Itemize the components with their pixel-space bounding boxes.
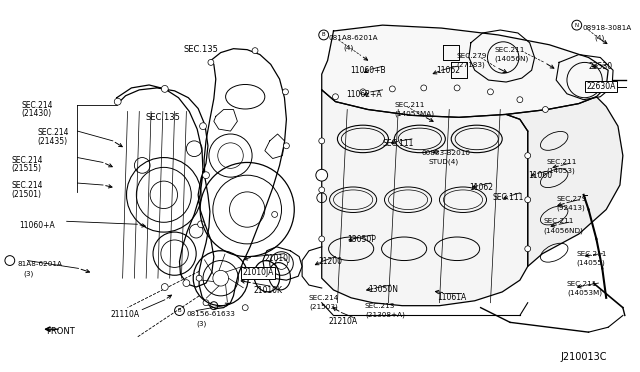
Text: 11060: 11060 — [528, 171, 552, 180]
Circle shape — [202, 172, 209, 179]
Text: SEC.211: SEC.211 — [577, 251, 607, 257]
Text: SEC.214: SEC.214 — [12, 181, 44, 190]
Text: 11060+B: 11060+B — [350, 66, 386, 76]
Text: (14053): (14053) — [547, 167, 575, 174]
Circle shape — [243, 305, 248, 311]
Circle shape — [183, 280, 190, 286]
Circle shape — [421, 85, 427, 91]
Circle shape — [272, 212, 278, 217]
Text: 21010J: 21010J — [265, 254, 291, 263]
Circle shape — [389, 86, 396, 92]
Text: 11062: 11062 — [469, 183, 493, 192]
Circle shape — [115, 98, 121, 105]
Text: SEC.279: SEC.279 — [556, 196, 586, 202]
Text: (27183): (27183) — [456, 61, 485, 68]
Text: SEC.214: SEC.214 — [12, 155, 44, 164]
Text: 21110A: 21110A — [111, 310, 140, 318]
Text: 13050P: 13050P — [348, 235, 376, 244]
Circle shape — [282, 89, 289, 95]
Text: 00833-B2010: 00833-B2010 — [422, 150, 471, 156]
Text: (21515): (21515) — [12, 164, 42, 173]
Text: FRONT: FRONT — [46, 327, 75, 336]
Text: SEC.214: SEC.214 — [37, 128, 68, 137]
Circle shape — [517, 97, 523, 103]
Circle shape — [319, 236, 324, 242]
Text: SEC.213: SEC.213 — [365, 303, 396, 309]
Text: (92413): (92413) — [556, 205, 585, 211]
Text: (21435): (21435) — [37, 137, 67, 146]
Polygon shape — [506, 97, 623, 266]
Text: SEC.211: SEC.211 — [547, 158, 577, 164]
Text: 13050N: 13050N — [368, 285, 398, 294]
Circle shape — [525, 197, 531, 203]
Circle shape — [198, 221, 205, 228]
Text: SEC.214: SEC.214 — [309, 295, 339, 301]
Text: (4): (4) — [343, 45, 353, 51]
Circle shape — [525, 246, 531, 252]
Text: 08156-61633: 08156-61633 — [186, 311, 236, 317]
Text: (14053MA): (14053MA) — [394, 110, 435, 117]
Circle shape — [284, 143, 289, 149]
Text: (21501): (21501) — [12, 190, 42, 199]
Text: (3): (3) — [24, 270, 34, 277]
Text: 11062: 11062 — [436, 66, 461, 76]
Text: B: B — [322, 32, 326, 38]
Text: B: B — [178, 308, 181, 313]
Polygon shape — [322, 25, 608, 117]
Circle shape — [360, 89, 366, 95]
Circle shape — [333, 94, 339, 100]
Text: SEC.211: SEC.211 — [494, 47, 525, 53]
Circle shape — [203, 300, 209, 306]
Text: SEC.111: SEC.111 — [383, 139, 414, 148]
Text: 11061A: 11061A — [438, 293, 467, 302]
Text: (14053M): (14053M) — [567, 290, 602, 296]
Text: 81A8-6201A: 81A8-6201A — [18, 260, 63, 267]
Text: SEC.211: SEC.211 — [394, 102, 425, 108]
Text: 11060+A: 11060+A — [20, 221, 56, 230]
Text: SEC.211: SEC.211 — [543, 218, 574, 224]
Circle shape — [543, 106, 548, 112]
Text: 22530: 22530 — [589, 62, 612, 71]
Circle shape — [252, 48, 258, 54]
Polygon shape — [322, 90, 528, 306]
Circle shape — [319, 138, 324, 144]
Text: 21010JA: 21010JA — [243, 268, 274, 278]
Circle shape — [319, 187, 324, 193]
Text: 21210A: 21210A — [328, 317, 358, 327]
Text: (14055): (14055) — [577, 260, 605, 266]
Circle shape — [161, 86, 168, 92]
Text: (3): (3) — [196, 320, 207, 327]
Circle shape — [488, 89, 493, 95]
Text: SEC.135: SEC.135 — [184, 45, 218, 54]
Text: 081A8-6201A: 081A8-6201A — [328, 35, 378, 41]
Text: (14056N): (14056N) — [494, 55, 529, 62]
Circle shape — [208, 60, 214, 65]
Text: SEC.135: SEC.135 — [145, 113, 180, 122]
Text: 11062+A: 11062+A — [346, 90, 382, 99]
Text: 21010K: 21010K — [253, 286, 282, 295]
Circle shape — [196, 275, 202, 281]
Text: 08918-3081A: 08918-3081A — [582, 25, 632, 31]
Text: (14056ND): (14056ND) — [543, 227, 583, 234]
Circle shape — [161, 283, 168, 291]
Text: (4): (4) — [595, 35, 605, 41]
Text: SEC.211: SEC.211 — [567, 281, 597, 287]
Text: (21308+A): (21308+A) — [365, 312, 404, 318]
Text: SEC.214: SEC.214 — [22, 101, 53, 110]
Text: STUD(4): STUD(4) — [429, 158, 459, 165]
Circle shape — [454, 85, 460, 91]
Text: 22630A: 22630A — [587, 82, 616, 91]
Text: 21200: 21200 — [319, 257, 343, 266]
Text: SEC.279: SEC.279 — [456, 52, 486, 59]
Circle shape — [525, 153, 531, 158]
Text: (21430): (21430) — [22, 109, 52, 119]
Circle shape — [316, 169, 328, 181]
Text: N: N — [575, 23, 579, 28]
Text: (21503): (21503) — [309, 304, 338, 310]
Circle shape — [200, 123, 207, 129]
Text: J210013C: J210013C — [560, 352, 607, 362]
Text: SEC.111: SEC.111 — [492, 193, 524, 202]
